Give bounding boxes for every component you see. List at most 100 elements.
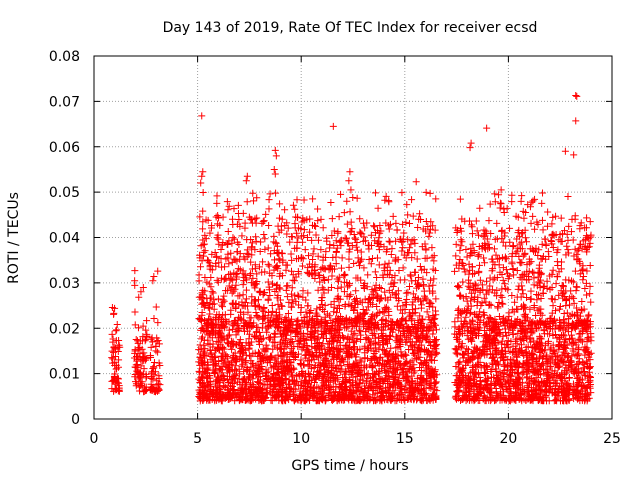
data-point (369, 391, 377, 399)
data-point (317, 246, 325, 254)
data-point (152, 368, 160, 376)
data-point (515, 253, 523, 261)
data-point (292, 333, 300, 341)
data-point (317, 215, 325, 223)
data-point (133, 367, 141, 375)
data-point (535, 278, 543, 286)
data-point (263, 328, 271, 336)
data-point (259, 218, 267, 226)
data-point (133, 357, 141, 365)
data-point (131, 373, 139, 381)
data-point (142, 326, 150, 334)
data-point (149, 277, 157, 285)
data-points (108, 91, 595, 405)
data-point (115, 341, 123, 349)
data-point (452, 252, 460, 260)
data-point (325, 390, 333, 398)
data-point (209, 327, 217, 335)
data-point (247, 338, 255, 346)
data-point (501, 325, 509, 333)
data-point (360, 370, 368, 378)
data-point (265, 262, 273, 270)
data-point (295, 293, 303, 301)
data-point (109, 359, 117, 367)
data-point (152, 303, 160, 311)
data-point (426, 225, 434, 233)
data-point (432, 326, 440, 334)
data-point (544, 337, 552, 345)
data-point (288, 267, 295, 275)
data-point (200, 341, 208, 349)
data-point (409, 212, 417, 220)
data-point (113, 321, 121, 329)
data-point (269, 345, 277, 353)
data-point (108, 385, 116, 393)
data-point (221, 263, 229, 271)
data-point (457, 242, 465, 250)
data-point (115, 384, 123, 392)
data-point (396, 371, 404, 379)
data-point (108, 304, 116, 312)
data-point (559, 331, 567, 339)
data-point (210, 329, 218, 337)
data-point (155, 375, 163, 383)
data-point (489, 276, 497, 284)
data-point (337, 264, 345, 272)
data-point (137, 369, 145, 377)
data-point (549, 302, 557, 310)
data-point (361, 342, 369, 350)
data-point (232, 362, 240, 370)
data-point (150, 371, 158, 379)
data-point (135, 375, 143, 383)
data-point (476, 308, 484, 316)
data-point (289, 364, 297, 372)
data-point (143, 317, 151, 325)
data-point (131, 308, 139, 316)
data-point (574, 336, 582, 344)
data-point (353, 239, 361, 247)
data-point (208, 250, 216, 258)
data-point (244, 308, 252, 316)
data-point (260, 230, 268, 238)
data-point (139, 283, 147, 291)
data-point (256, 380, 264, 388)
data-point (531, 225, 539, 233)
data-point (110, 373, 118, 381)
data-point (296, 360, 304, 368)
data-point (529, 212, 537, 220)
data-point (357, 248, 365, 256)
data-point (507, 373, 515, 381)
data-point (452, 240, 460, 248)
data-point (407, 240, 415, 248)
data-point (263, 375, 271, 383)
data-point (139, 322, 147, 330)
data-point (332, 260, 340, 268)
data-point (411, 249, 419, 257)
data-point (137, 288, 145, 296)
data-point (312, 222, 320, 230)
data-point (131, 346, 139, 354)
data-point (337, 283, 345, 291)
data-point (154, 267, 162, 275)
data-point (132, 382, 140, 390)
data-point (587, 231, 595, 239)
data-point (154, 319, 162, 327)
data-point (150, 272, 158, 280)
data-point (249, 274, 257, 282)
data-point (135, 293, 143, 301)
data-point (131, 321, 139, 329)
data-point (251, 246, 259, 254)
data-point (324, 391, 332, 399)
data-point (370, 222, 378, 230)
data-point (111, 376, 119, 384)
data-point (242, 339, 250, 347)
data-point (568, 293, 576, 301)
data-point (586, 261, 594, 269)
data-point (138, 345, 146, 353)
data-point (246, 379, 254, 387)
data-point (511, 298, 519, 306)
data-point (486, 300, 494, 308)
data-point (344, 352, 352, 360)
data-point (523, 261, 531, 269)
